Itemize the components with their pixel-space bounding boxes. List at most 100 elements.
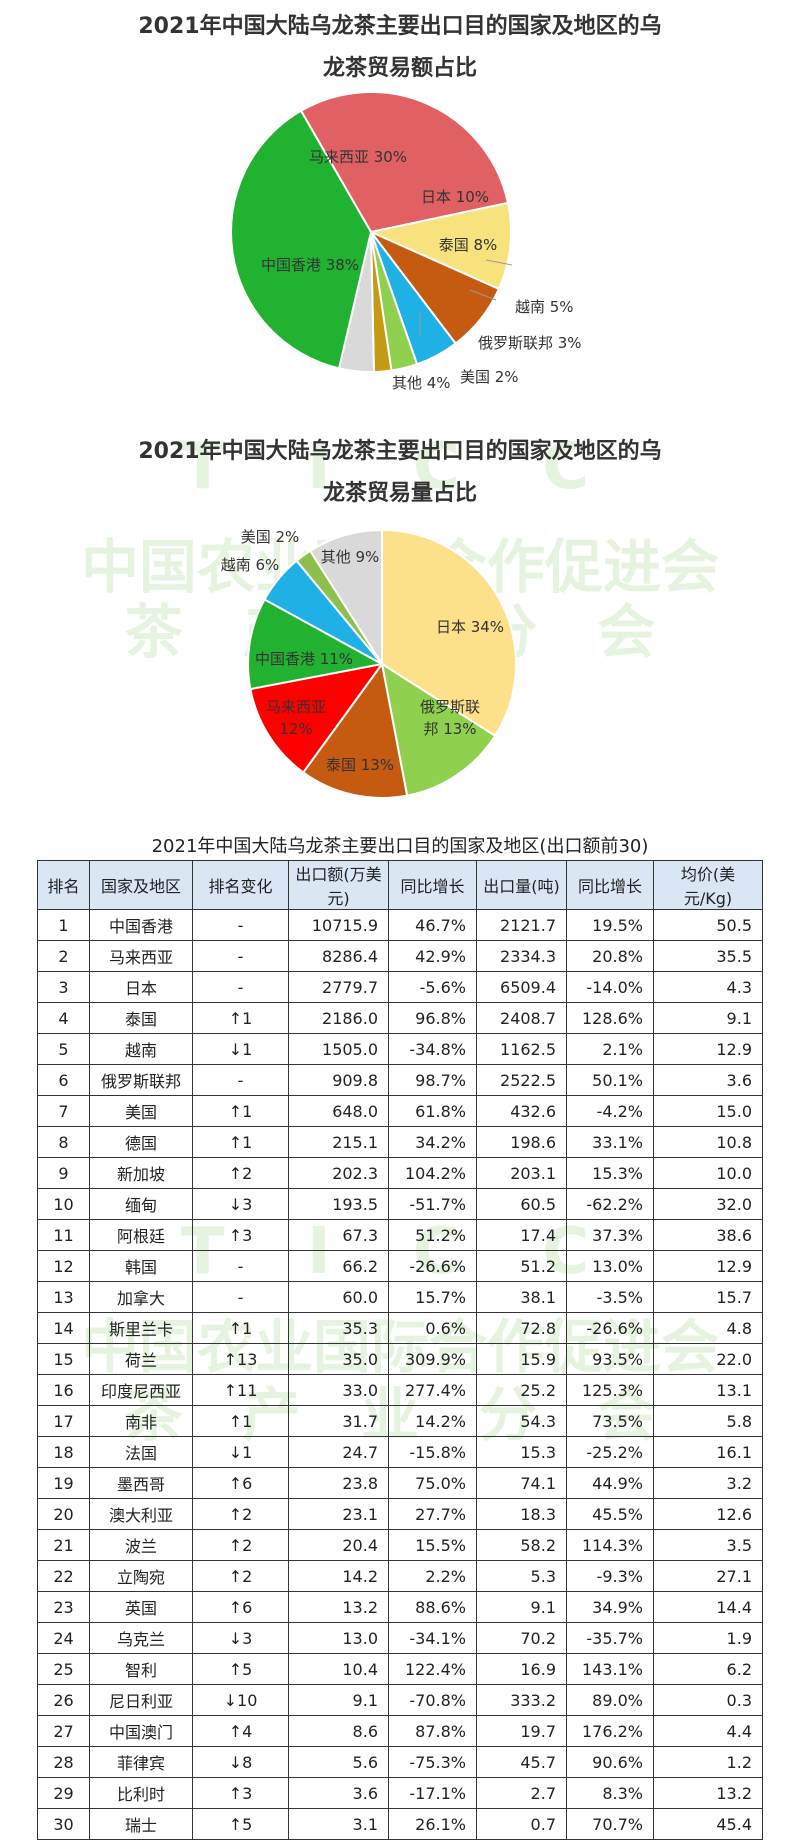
cell-avg-price: 22.0 bbox=[653, 1343, 763, 1375]
cell-value-yoy: -34.8% bbox=[388, 1033, 477, 1065]
cell-volume-yoy: -25.2% bbox=[566, 1436, 654, 1468]
cell-export-volume: 0.7 bbox=[476, 1808, 567, 1840]
cell-rank: 6 bbox=[37, 1064, 90, 1096]
cell-rank: 26 bbox=[37, 1684, 90, 1716]
cell-rank: 1 bbox=[37, 909, 90, 941]
cell-volume-yoy: 114.3% bbox=[566, 1529, 654, 1561]
cell-export-volume: 38.1 bbox=[476, 1281, 567, 1313]
cell-rank: 2 bbox=[37, 940, 90, 972]
pie-slice-1 bbox=[367, 201, 512, 291]
cell-export-volume: 45.7 bbox=[476, 1746, 567, 1778]
cell-value-yoy: -34.1% bbox=[388, 1622, 477, 1654]
cell-country: 墨西哥 bbox=[89, 1467, 193, 1499]
cell-export-volume: 198.6 bbox=[476, 1126, 567, 1158]
cell-export-value: 10715.9 bbox=[288, 909, 389, 941]
pie-label-1: 俄罗斯联邦 13% bbox=[420, 698, 480, 738]
cell-avg-price: 27.1 bbox=[653, 1560, 763, 1592]
cell-value-yoy: -70.8% bbox=[388, 1684, 477, 1716]
cell-export-volume: 2408.7 bbox=[476, 1002, 567, 1034]
chart1-title: 2021年中国大陆乌龙茶主要出口目的国家及地区的乌 龙茶贸易额占比 bbox=[0, 12, 800, 84]
cell-export-volume: 1162.5 bbox=[476, 1033, 567, 1065]
cell-avg-price: 4.4 bbox=[653, 1715, 763, 1747]
chart1-title-line1: 2021年中国大陆乌龙茶主要出口目的国家及地区的乌 bbox=[138, 14, 662, 39]
cell-rank: 18 bbox=[37, 1436, 90, 1468]
header-rank-change: 排名变化 bbox=[192, 860, 289, 910]
cell-avg-price: 45.4 bbox=[653, 1808, 763, 1840]
cell-volume-yoy: 34.9% bbox=[566, 1591, 654, 1623]
cell-export-value: 23.8 bbox=[288, 1467, 389, 1499]
table-row: 13 加拿大 -60.0 15.7% 38.1 -3.5% 15.7 bbox=[37, 1281, 763, 1313]
cell-export-value: 24.7 bbox=[288, 1436, 389, 1468]
cell-volume-yoy: 15.3% bbox=[566, 1157, 654, 1189]
cell-rank: 11 bbox=[37, 1219, 90, 1251]
cell-rank: 5 bbox=[37, 1033, 90, 1065]
chart2-title-line2: 龙茶贸易量占比 bbox=[322, 481, 477, 506]
header-rank: 排名 bbox=[37, 860, 90, 910]
cell-country: 乌克兰 bbox=[89, 1622, 193, 1654]
cell-rank: 15 bbox=[37, 1343, 90, 1375]
cell-avg-price: 15.7 bbox=[653, 1281, 763, 1313]
cell-avg-price: 13.1 bbox=[653, 1374, 763, 1406]
cell-rank-change: ↑6 bbox=[192, 1467, 289, 1499]
cell-rank-change: ↑2 bbox=[192, 1498, 289, 1530]
cell-avg-price: 35.5 bbox=[653, 940, 763, 972]
leader-line bbox=[469, 289, 497, 301]
cell-export-value: 9.1 bbox=[288, 1684, 389, 1716]
pie-label-6: 其他 4% bbox=[392, 374, 451, 392]
cell-export-volume: 51.2 bbox=[476, 1250, 567, 1282]
cell-country: 菲律宾 bbox=[89, 1746, 193, 1778]
cell-export-value: 648.0 bbox=[288, 1095, 389, 1127]
cell-volume-yoy: 44.9% bbox=[566, 1467, 654, 1499]
cell-rank-change: ↑1 bbox=[192, 1095, 289, 1127]
cell-export-volume: 58.2 bbox=[476, 1529, 567, 1561]
cell-avg-price: 13.2 bbox=[653, 1777, 763, 1809]
cell-volume-yoy: 20.8% bbox=[566, 940, 654, 972]
table-row: 26 尼日利亚 ↓10 9.1 -70.8% 333.2 89.0% 0.3 bbox=[37, 1684, 763, 1716]
cell-export-value: 23.1 bbox=[288, 1498, 389, 1530]
cell-volume-yoy: 50.1% bbox=[566, 1064, 654, 1096]
table-row: 21 波兰 ↑2 20.4 15.5% 58.2 114.3% 3.5 bbox=[37, 1529, 763, 1561]
cell-export-value: 33.0 bbox=[288, 1374, 389, 1406]
cell-rank: 30 bbox=[37, 1808, 90, 1840]
pie-label-7: 中国香港 38% bbox=[261, 256, 359, 274]
cell-rank: 23 bbox=[37, 1591, 90, 1623]
cell-rank: 22 bbox=[37, 1560, 90, 1592]
cell-value-yoy: 98.7% bbox=[388, 1064, 477, 1096]
cell-volume-yoy: 8.3% bbox=[566, 1777, 654, 1809]
table-row: 29 比利时 ↑3 3.6 -17.1% 2.7 8.3% 13.2 bbox=[37, 1777, 763, 1809]
pie-slice-3 bbox=[249, 662, 385, 774]
pie-label-2: 泰国 8% bbox=[439, 236, 498, 254]
cell-volume-yoy: -9.3% bbox=[566, 1560, 654, 1592]
cell-rank: 24 bbox=[37, 1622, 90, 1654]
table-row: 11 阿根廷 ↑3 67.3 51.2% 17.4 37.3% 38.6 bbox=[37, 1219, 763, 1251]
cell-export-value: 5.6 bbox=[288, 1746, 389, 1778]
cell-rank-change: - bbox=[192, 1250, 289, 1282]
cell-country: 瑞士 bbox=[89, 1808, 193, 1840]
cell-export-volume: 5.3 bbox=[476, 1560, 567, 1592]
leader-line bbox=[485, 259, 513, 266]
cell-export-volume: 70.2 bbox=[476, 1622, 567, 1654]
cell-rank-change: ↑2 bbox=[192, 1157, 289, 1189]
cell-country: 韩国 bbox=[89, 1250, 193, 1282]
table-row: 19 墨西哥 ↑6 23.8 75.0% 74.1 44.9% 3.2 bbox=[37, 1467, 763, 1499]
cell-volume-yoy: -26.6% bbox=[566, 1312, 654, 1344]
cell-value-yoy: 14.2% bbox=[388, 1405, 477, 1437]
cell-avg-price: 4.3 bbox=[653, 971, 763, 1003]
cell-avg-price: 1.9 bbox=[653, 1622, 763, 1654]
cell-rank-change: ↓1 bbox=[192, 1033, 289, 1065]
cell-country: 缅甸 bbox=[89, 1188, 193, 1220]
cell-export-volume: 2121.7 bbox=[476, 909, 567, 941]
cell-country: 波兰 bbox=[89, 1529, 193, 1561]
cell-value-yoy: 277.4% bbox=[388, 1374, 477, 1406]
cell-rank-change: ↑3 bbox=[192, 1777, 289, 1809]
cell-rank-change: ↑2 bbox=[192, 1560, 289, 1592]
cell-rank-change: - bbox=[192, 971, 289, 1003]
cell-volume-yoy: 125.3% bbox=[566, 1374, 654, 1406]
cell-volume-yoy: 143.1% bbox=[566, 1653, 654, 1685]
cell-export-volume: 54.3 bbox=[476, 1405, 567, 1437]
cell-rank-change: ↓3 bbox=[192, 1188, 289, 1220]
cell-country: 俄罗斯联邦 bbox=[89, 1064, 193, 1096]
cell-value-yoy: 42.9% bbox=[388, 940, 477, 972]
cell-volume-yoy: 19.5% bbox=[566, 909, 654, 941]
cell-export-value: 13.0 bbox=[288, 1622, 389, 1654]
